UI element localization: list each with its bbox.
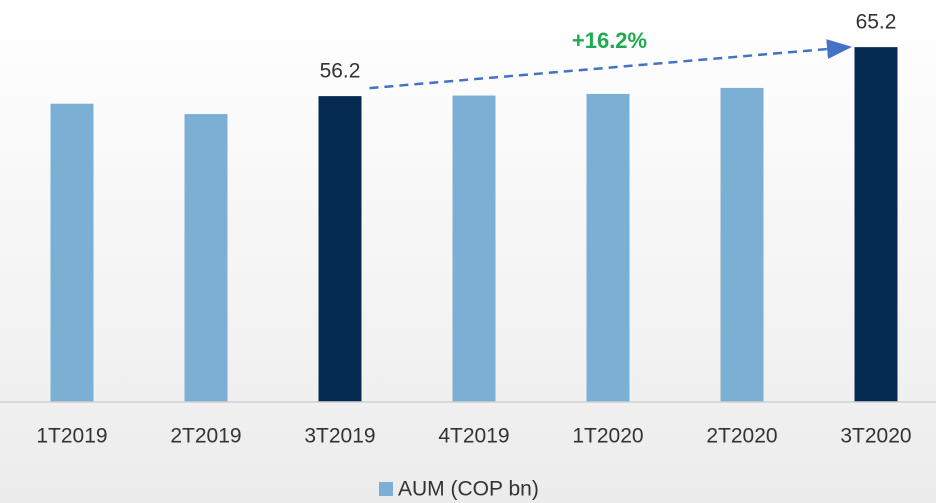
bar [184,114,228,402]
x-tick-label: 1T2020 [572,425,643,448]
bar [720,87,764,402]
growth-arrow [369,39,852,90]
bar [50,103,94,402]
growth-annotation: +16.2% [572,28,647,53]
bar [854,47,898,403]
x-tick-label: 2T2020 [706,425,777,448]
x-tick-label: 4T2019 [438,425,509,448]
data-label: 65.2 [856,11,897,34]
x-tick-label: 2T2019 [170,425,241,448]
x-tick-label: 1T2019 [36,425,107,448]
legend-swatch [379,482,393,496]
legend-label: AUM (COP bn) [398,478,539,501]
x-tick-label: 3T2020 [840,425,911,448]
bar [452,95,496,403]
bar [318,96,362,403]
data-label: 56.2 [320,60,361,83]
x-tick-label: 3T2019 [304,425,375,448]
bar [586,93,630,402]
